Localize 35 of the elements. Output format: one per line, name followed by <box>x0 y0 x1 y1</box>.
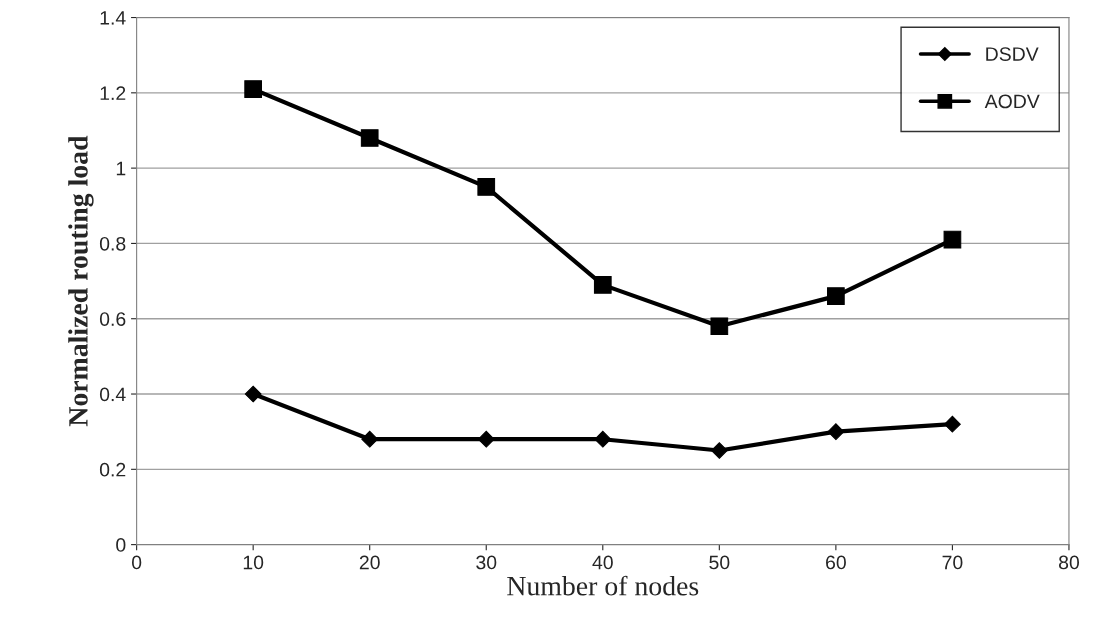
point <box>943 230 962 249</box>
x-tick-label: 80 <box>1058 555 1080 570</box>
y-tick-label: 0.8 <box>99 236 126 251</box>
y-tick-label: 0 <box>116 538 126 552</box>
point <box>477 430 495 448</box>
point <box>827 287 845 305</box>
point <box>360 129 379 147</box>
point <box>477 178 496 196</box>
x-tick-label: 20 <box>359 555 380 570</box>
legend-label: DSDV <box>986 47 1039 61</box>
point <box>244 80 263 98</box>
x-axis-title: Number of nodes <box>507 575 699 596</box>
x-tick-label: 70 <box>942 555 963 570</box>
point <box>827 423 845 441</box>
point <box>361 430 379 448</box>
x-tick-label: 50 <box>709 555 730 570</box>
y-tick-label: 0.6 <box>99 312 126 326</box>
point <box>244 385 262 403</box>
x-tick-label: 40 <box>592 555 613 570</box>
point <box>710 317 729 336</box>
point <box>593 275 612 294</box>
y-tick-label: 0.4 <box>99 387 126 402</box>
y-tick-label: 0.2 <box>99 462 126 477</box>
x-tick-label: 0 <box>131 555 142 570</box>
legend-label: AODV <box>984 94 1040 109</box>
y-tick-label: 1 <box>116 161 126 176</box>
y-tick-label: 1.2 <box>100 86 126 100</box>
point <box>944 415 961 433</box>
x-tick-label: 10 <box>243 555 264 570</box>
y-axis-title: Normalized routing load <box>68 135 94 427</box>
x-tick-label: 60 <box>826 555 846 570</box>
y-tick-label: 1.4 <box>100 11 126 25</box>
x-tick-label: 30 <box>476 555 497 570</box>
point <box>710 442 728 459</box>
point <box>594 430 612 448</box>
